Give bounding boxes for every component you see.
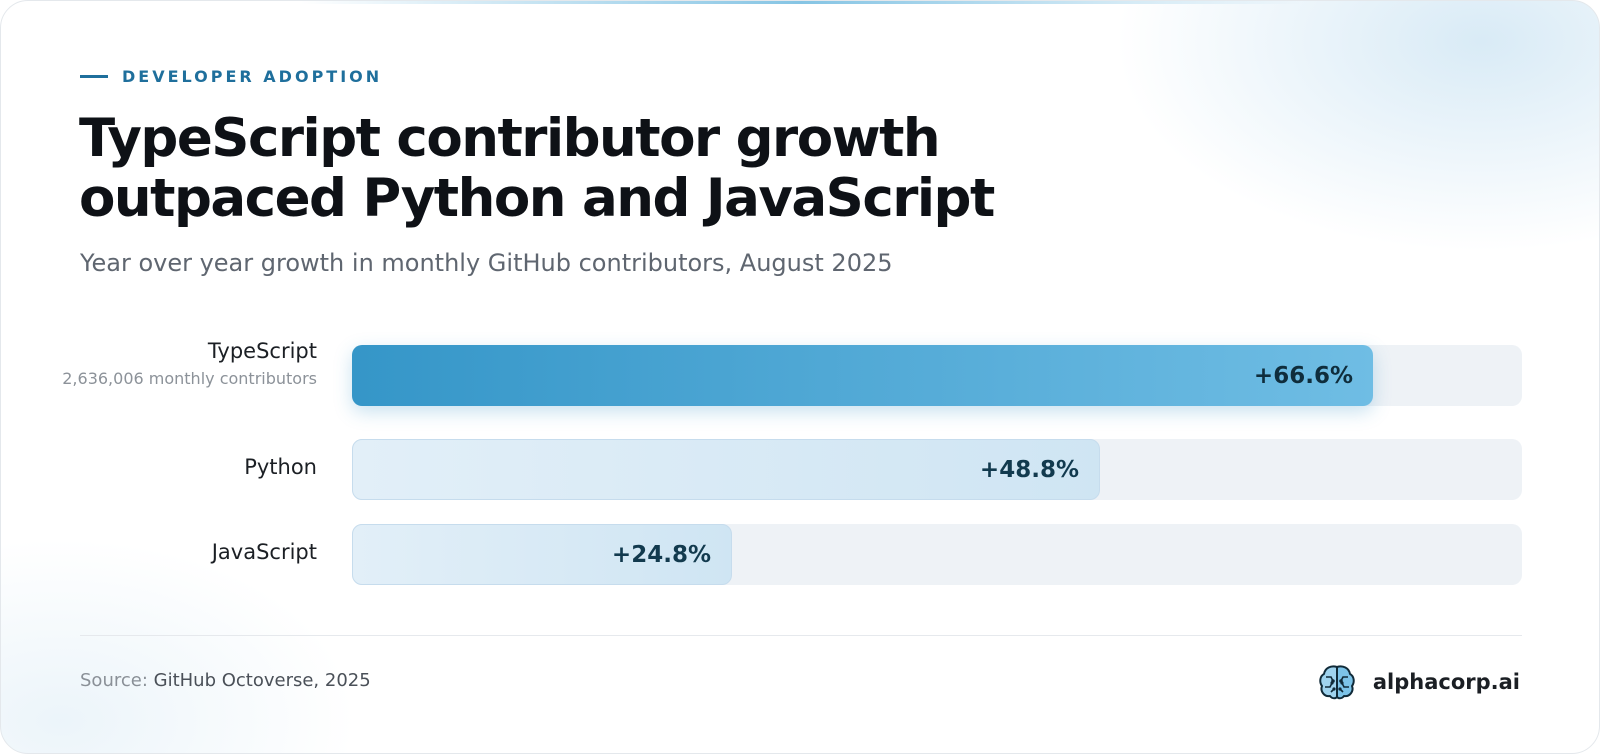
brand-name: alphacorp.ai [1372,670,1520,694]
chart-subtitle: Year over year growth in monthly GitHub … [80,249,893,277]
brand: alphacorp.ai [1317,662,1520,702]
top-accent-line [301,1,1301,4]
category-name: JavaScript [211,540,317,564]
category-name: TypeScript [207,339,317,363]
chart-title: TypeScript contributor growth outpaced P… [79,108,995,229]
bar: +48.8% [352,439,1100,500]
category-label: JavaScript [212,540,317,564]
source-value: GitHub Octoverse, 2025 [153,670,371,691]
bar-track: +24.8% [352,524,1522,585]
bar-value-label: +66.6% [1253,362,1353,389]
brain-icon [1319,665,1355,700]
bar-track: +66.6% [352,345,1522,406]
bar-value-label: +24.8% [611,541,711,568]
bar: +24.8% [352,524,732,585]
source-label: Source: [80,670,148,691]
bar-value-label: +48.8% [979,456,1079,483]
eyebrow-rule [80,75,108,78]
bar-track: +48.8% [352,439,1522,500]
category-label: TypeScript 2,636,006 monthly contributors [62,339,317,390]
bar: +66.6% [352,345,1373,406]
category-label: Python [244,455,317,479]
category-note: 2,636,006 monthly contributors [62,369,317,388]
eyebrow-label: DEVELOPER ADOPTION [122,67,383,86]
eyebrow: DEVELOPER ADOPTION [80,67,382,86]
footer-divider [80,635,1522,636]
category-name: Python [244,455,317,479]
source-note: Source: GitHub Octoverse, 2025 [80,670,371,691]
